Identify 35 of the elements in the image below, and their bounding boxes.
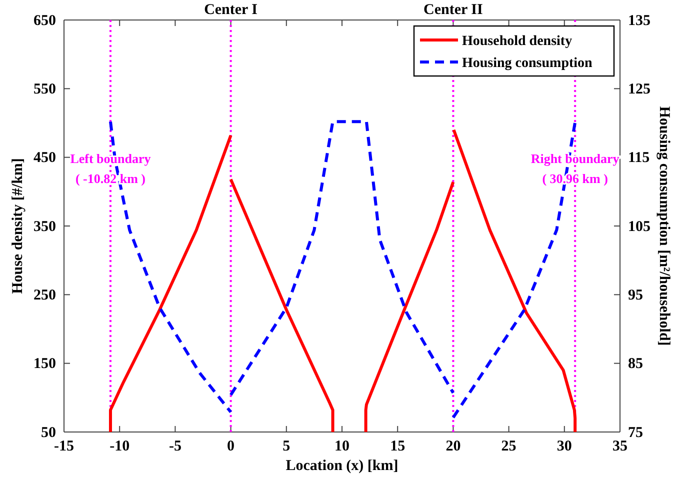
y-tick-label: 350 — [34, 218, 56, 235]
x-tick-label: 10 — [334, 438, 350, 455]
y2-tick-label: 95 — [628, 287, 643, 304]
y2-tick-label: 115 — [628, 150, 650, 166]
ref-line-label: Center II — [424, 2, 484, 18]
legend-label: Housing consumption — [462, 56, 593, 71]
x-tick-label: 0 — [227, 438, 235, 455]
line-series — [229, 178, 334, 434]
x-tick-label: -10 — [110, 438, 130, 455]
y-tick-label: 550 — [34, 81, 56, 98]
y2-tick-label: 85 — [628, 356, 643, 372]
legend-label: Household density — [462, 34, 572, 49]
x-tick-label: -5 — [168, 438, 182, 455]
y2-tick-label: 105 — [628, 218, 650, 235]
x-tick-label: 20 — [446, 438, 461, 455]
y-tick-label: 150 — [34, 356, 56, 372]
y-tick-label: 50 — [41, 424, 56, 441]
y-tick-label: 250 — [34, 287, 56, 304]
line-series — [229, 120, 455, 396]
x-tick-label: 5 — [282, 438, 290, 455]
x-tick-label: 15 — [390, 438, 406, 455]
y2-axis-title: Housing consumption [m²/household] — [656, 106, 672, 346]
y2-tick-label: 75 — [628, 424, 643, 441]
line-series — [364, 180, 455, 434]
y2-tick-label: 125 — [628, 81, 650, 98]
ref-line-label: Center I — [204, 2, 258, 18]
x-tick-label: 25 — [501, 438, 516, 455]
x-axis-title: Location (x) [km] — [286, 458, 398, 474]
x-tick-label: 35 — [612, 438, 628, 455]
y-tick-label: 650 — [34, 12, 56, 29]
x-tick-label: -15 — [54, 438, 74, 455]
x-tick-label: 30 — [556, 438, 572, 455]
y2-tick-label: 135 — [628, 12, 650, 29]
y-tick-label: 450 — [34, 150, 56, 166]
y-axis-title: House density [#/km] — [10, 158, 26, 294]
